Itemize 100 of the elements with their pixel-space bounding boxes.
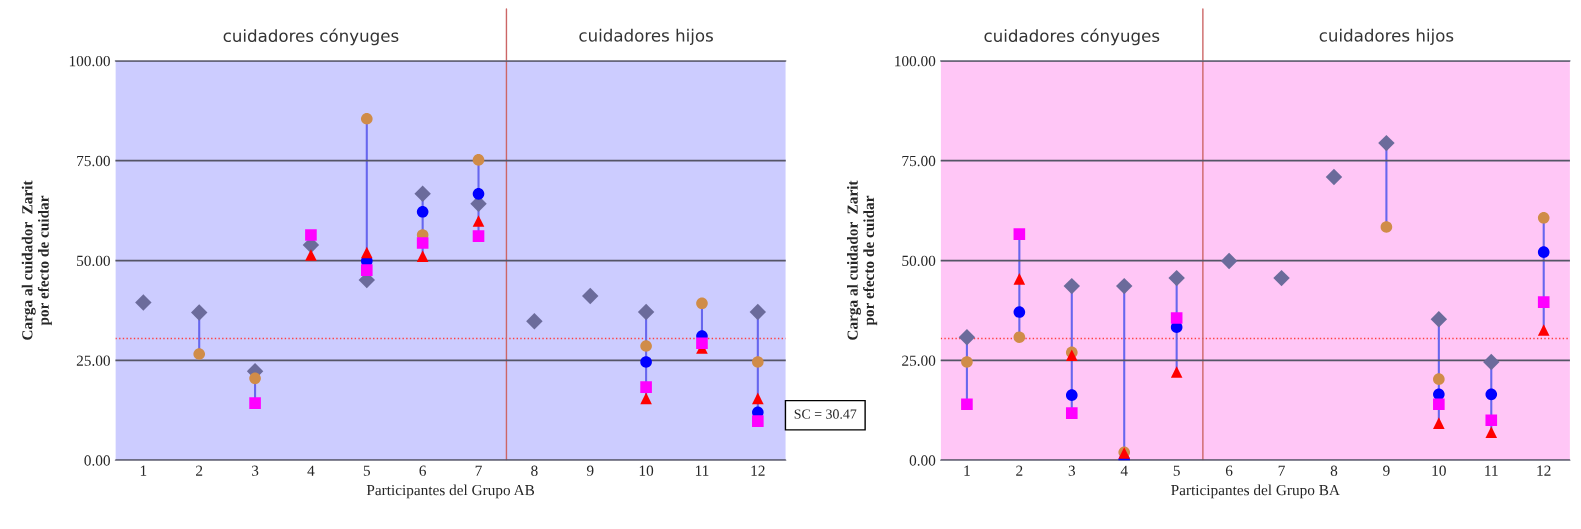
x-tick-label: 4 <box>1120 465 1128 476</box>
point <box>1483 353 1500 371</box>
point <box>472 230 485 242</box>
point <box>1485 426 1498 439</box>
point <box>1433 398 1445 411</box>
y-tick-label: 75.00 <box>902 155 936 167</box>
point <box>360 246 373 259</box>
point <box>1485 414 1498 427</box>
x-axis-title: Participantes del Grupo AB <box>366 484 535 499</box>
point <box>472 215 485 227</box>
point <box>1430 311 1448 328</box>
x-tick-label: 8 <box>1330 465 1338 476</box>
point <box>1485 388 1498 401</box>
point <box>305 249 317 261</box>
x-tick-label: 10 <box>1432 465 1446 476</box>
point <box>414 185 431 203</box>
point <box>1537 324 1550 336</box>
point <box>752 415 764 427</box>
y-tick-label: 25.00 <box>902 355 936 366</box>
text: cuidadores hijos <box>1319 28 1454 45</box>
point <box>416 250 429 262</box>
point <box>1537 246 1550 258</box>
point <box>526 313 543 330</box>
point <box>696 337 708 350</box>
point <box>582 287 599 305</box>
point <box>1013 306 1026 318</box>
x-tick-label: 11 <box>695 465 709 476</box>
point <box>640 392 652 405</box>
point <box>1220 252 1238 270</box>
y-tick-label: 100.00 <box>69 55 110 67</box>
x-tick-label: 12 <box>1537 465 1551 476</box>
x-tick-label: 1 <box>964 465 970 476</box>
point <box>360 112 373 125</box>
x-tick-label: 4 <box>307 465 315 476</box>
y-tick-label: 50.00 <box>77 255 110 267</box>
point <box>1013 228 1026 240</box>
point <box>1013 273 1026 285</box>
y-tick-label: 25.00 <box>76 355 110 366</box>
text: SC = 30.47 <box>794 409 857 419</box>
text: cuidadores cónyuges <box>223 28 399 46</box>
point <box>1433 417 1445 429</box>
x-tick-label: 9 <box>586 465 594 476</box>
point <box>135 294 152 311</box>
point <box>1325 168 1343 186</box>
point <box>1170 366 1183 378</box>
x-tick-label: 7 <box>1278 465 1285 476</box>
y-tick-label: 50.00 <box>902 255 936 267</box>
point <box>472 188 485 200</box>
point <box>961 356 973 368</box>
point <box>190 304 208 321</box>
x-axis-title: Participantes del Grupo BA <box>1171 484 1340 499</box>
point <box>1065 407 1078 419</box>
y-axis-title: Carga al cuidador Zarit por efecto de cuidar <box>21 180 52 340</box>
x-tick-label: 10 <box>639 465 654 476</box>
point <box>752 392 764 405</box>
point <box>249 397 261 409</box>
text: cuidadores hijos <box>579 28 713 45</box>
x-tick-label: 11 <box>1485 465 1498 476</box>
point <box>958 329 976 346</box>
x-tick-label: 2 <box>196 465 203 476</box>
x-tick-label: 7 <box>475 465 482 476</box>
y-tick-label: 100.00 <box>895 55 936 67</box>
point <box>1378 134 1395 152</box>
y-axis-title: Carga al cuidador Zarit por efecto de cuidar <box>847 180 878 340</box>
x-tick-label: 8 <box>531 465 538 476</box>
point <box>416 237 429 249</box>
y-tick-label: 75.00 <box>77 155 110 167</box>
point <box>640 356 652 368</box>
point <box>360 264 373 276</box>
point <box>249 372 261 385</box>
x-tick-label: 3 <box>1068 465 1076 476</box>
text: cuidadores cónyuges <box>984 28 1160 46</box>
point <box>1273 269 1290 287</box>
point <box>1537 211 1550 224</box>
x-tick-label: 6 <box>1225 465 1233 476</box>
point <box>637 303 655 321</box>
point <box>640 381 652 393</box>
point <box>1380 221 1393 233</box>
point <box>472 154 485 166</box>
point <box>1065 389 1078 401</box>
x-tick-label: 5 <box>363 465 371 476</box>
point <box>1170 312 1183 324</box>
x-tick-label: 9 <box>1383 465 1390 476</box>
x-tick-label: 3 <box>251 465 259 476</box>
point <box>1433 373 1445 385</box>
point <box>1013 331 1026 344</box>
x-tick-label: 12 <box>751 465 765 476</box>
point <box>305 229 317 241</box>
point <box>1537 296 1550 308</box>
point <box>193 348 206 360</box>
point <box>961 398 973 411</box>
point <box>416 206 429 218</box>
point <box>1116 277 1133 295</box>
point <box>749 303 767 321</box>
x-tick-label: 2 <box>1016 465 1023 476</box>
point <box>752 356 764 368</box>
y-tick-label: 0.00 <box>909 455 936 466</box>
y-tick-label: 0.00 <box>84 455 110 466</box>
point <box>1168 269 1185 287</box>
point <box>1063 277 1080 295</box>
